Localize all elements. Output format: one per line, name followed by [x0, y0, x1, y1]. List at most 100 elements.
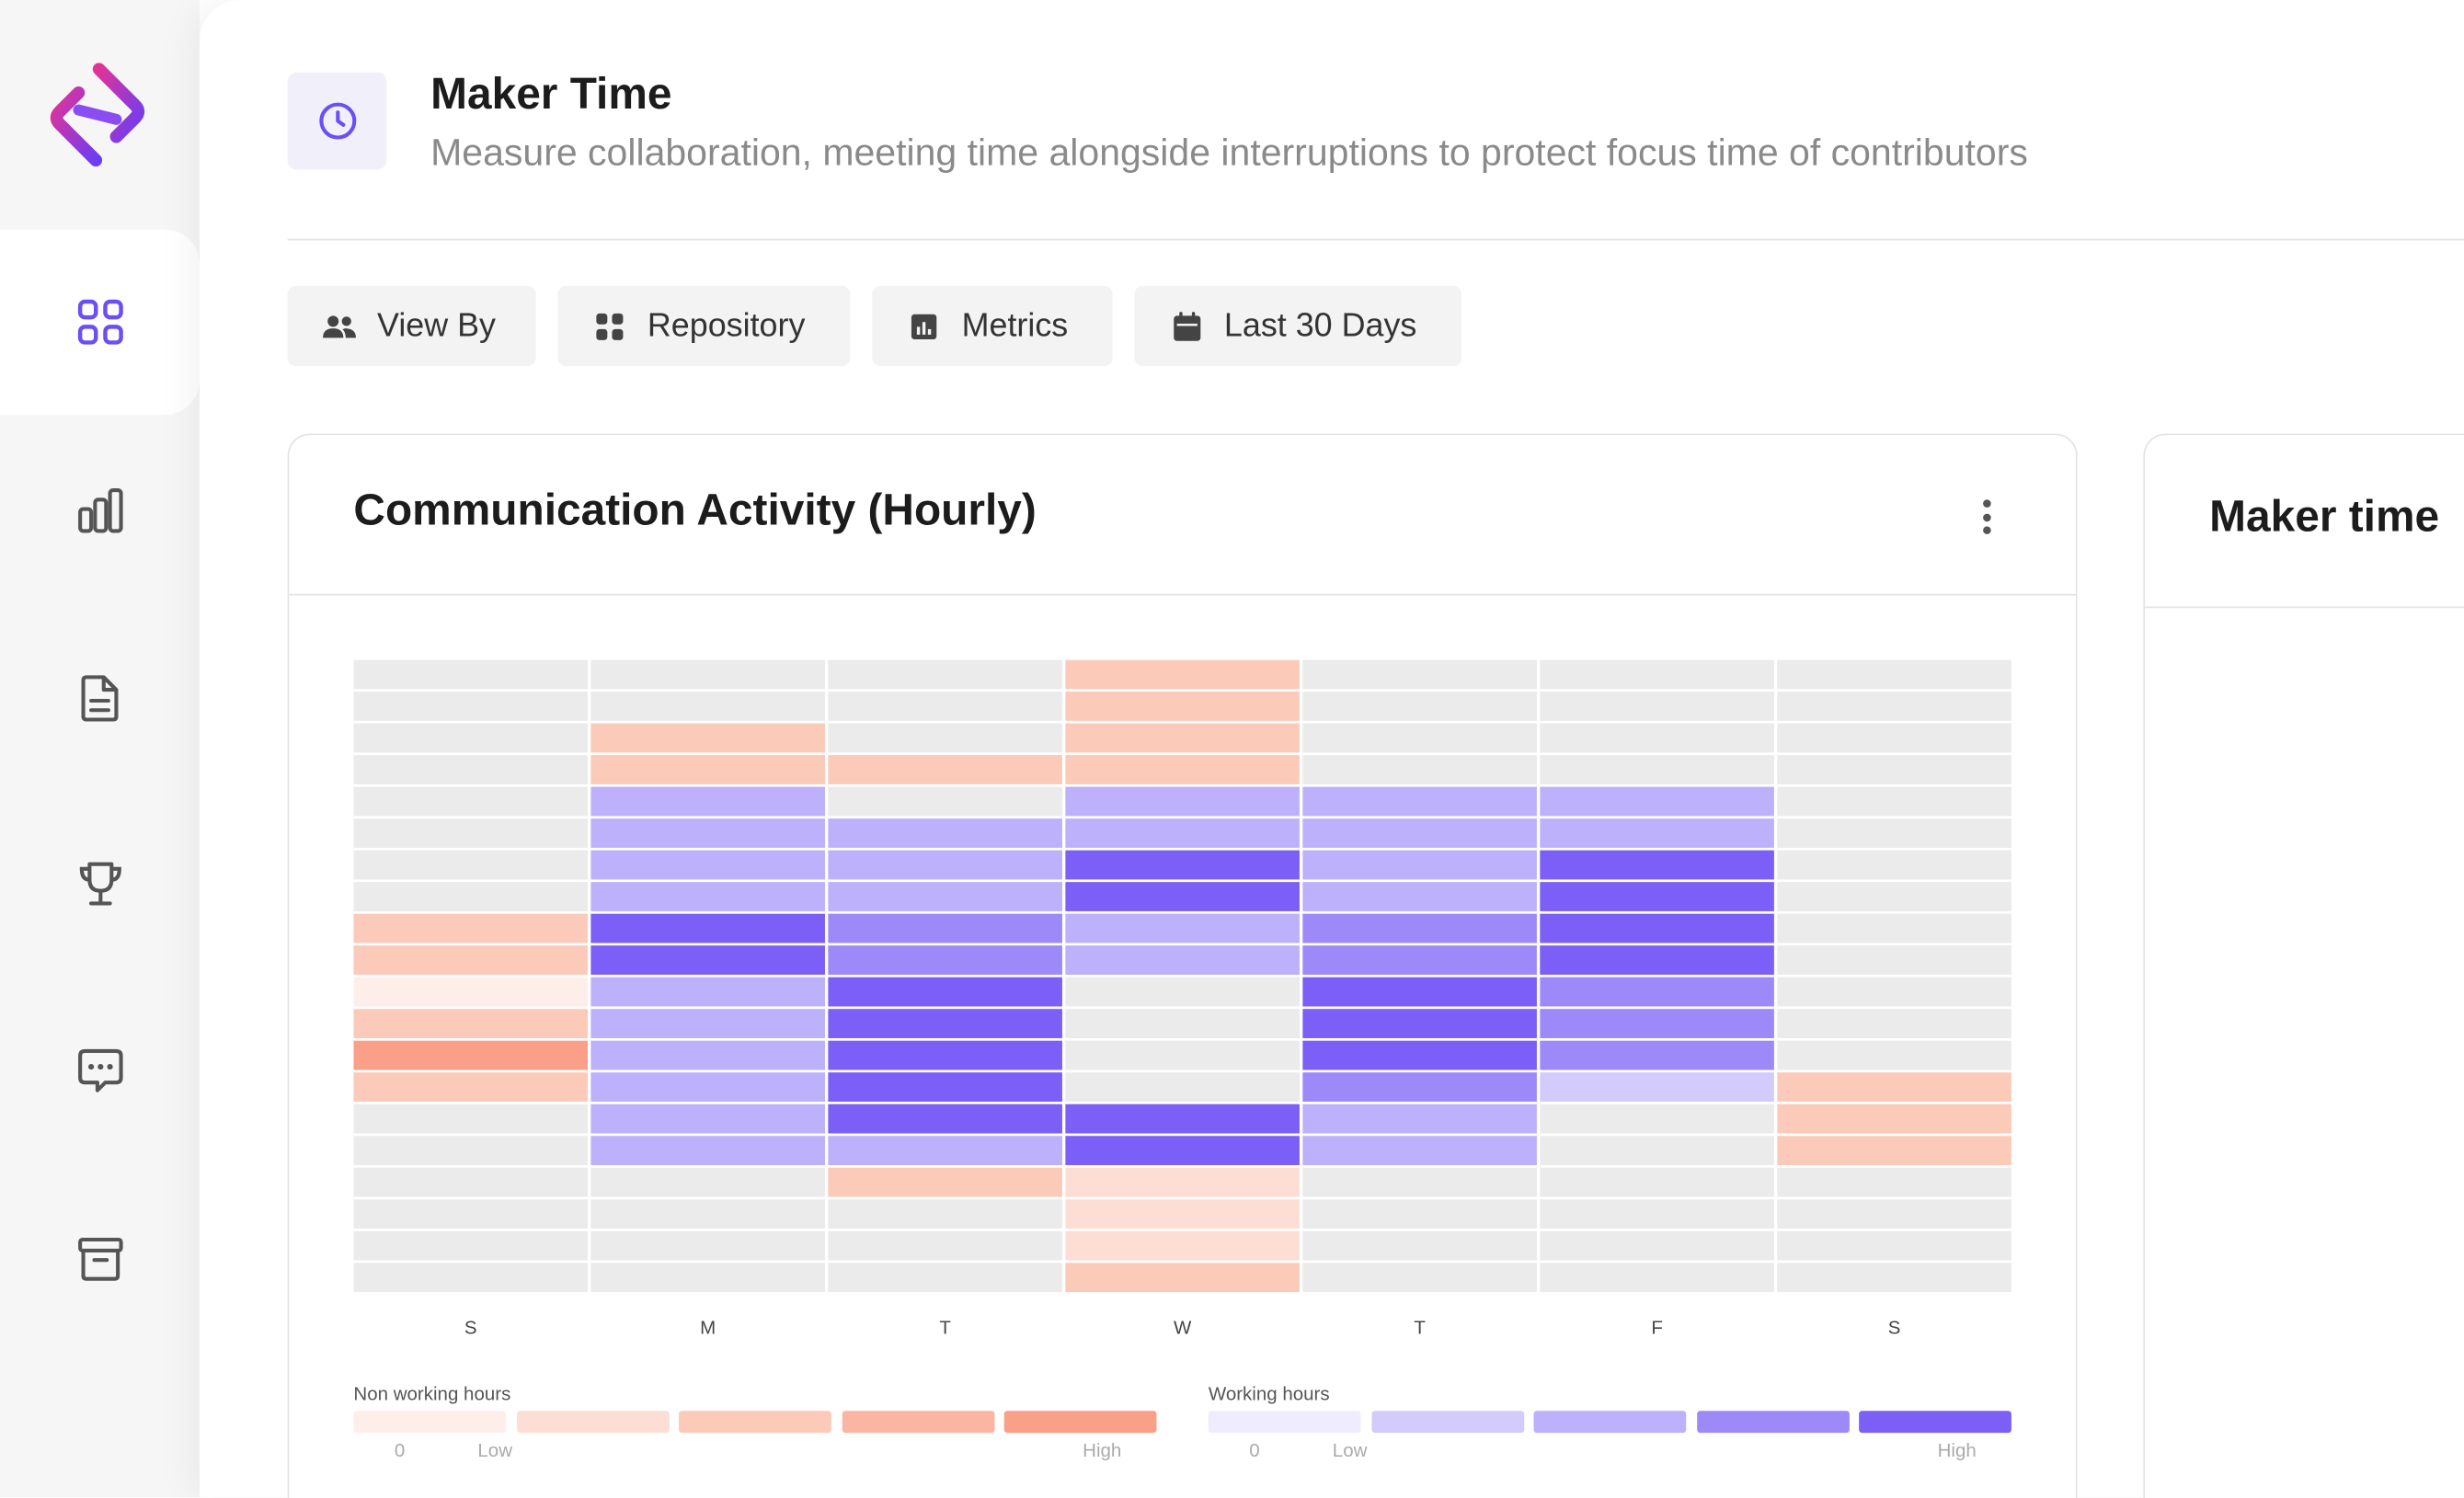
- chat-icon: [77, 1048, 122, 1092]
- repository-filter-button[interactable]: Repository: [557, 285, 851, 367]
- sidebar-item-reports[interactable]: [0, 605, 200, 791]
- sidebar-item-goals[interactable]: [0, 792, 200, 978]
- heatmap-cell: [353, 1230, 588, 1261]
- heatmap-cell: [1302, 882, 1537, 911]
- heatmap-cell: [1540, 1040, 1774, 1070]
- heatmap-cell: [1777, 818, 2011, 848]
- heatmap-cell: [353, 882, 588, 911]
- heatmap-cell: [828, 692, 1062, 721]
- heatmap-cell: [1540, 818, 1774, 848]
- heatmap-cell: [353, 1040, 588, 1070]
- heatmap-cell: [353, 945, 588, 975]
- heatmap-cell: [1065, 1167, 1300, 1197]
- heatmap-cell: [1777, 882, 2011, 911]
- legend-swatch: [1533, 1411, 1687, 1434]
- bar-chart-icon: [77, 488, 122, 533]
- heatmap-cell: [590, 945, 825, 975]
- heatmap-cell: [353, 913, 588, 943]
- heatmap-cell: [1777, 1136, 2011, 1166]
- more-options-icon[interactable]: [1970, 495, 2001, 539]
- heatmap-cell: [828, 1009, 1062, 1038]
- header-divider: [287, 238, 2464, 241]
- heatmap-cell: [1302, 1009, 1537, 1038]
- view-by-label: View By: [377, 307, 497, 344]
- legend-tick: High: [1083, 1438, 1122, 1461]
- card2-title: Maker time: [2209, 491, 2440, 541]
- heatmap-cell: [1065, 945, 1300, 975]
- heatmap-cell: [1540, 1009, 1774, 1038]
- heatmap-cell: [1065, 977, 1300, 1007]
- heatmap-cell: [828, 977, 1062, 1007]
- page-title: Maker Time: [430, 69, 672, 119]
- heatmap-cell: [828, 1072, 1062, 1103]
- heatmap-cell: [1302, 1040, 1537, 1070]
- heatmap-cell: [1065, 1230, 1300, 1261]
- heatmap-cell: [590, 1040, 825, 1070]
- heatmap-cell: [1777, 1230, 2011, 1261]
- heatmap-cell: [1302, 1072, 1537, 1103]
- heatmap-cell: [1777, 659, 2011, 690]
- heatmap-cell: [1302, 1136, 1537, 1166]
- heatmap-cell: [1302, 786, 1537, 817]
- heatmap-cell: [590, 755, 825, 784]
- heatmap-cell: [1777, 1040, 2011, 1070]
- sidebar: [0, 0, 232, 1498]
- heatmap-cell: [1065, 882, 1300, 911]
- heatmap-cell: [828, 1103, 1062, 1134]
- maker-time-card: Maker time: [2143, 433, 2464, 1498]
- heatmap-cell: [353, 755, 588, 784]
- heatmap-cell: [1540, 1072, 1774, 1103]
- app-logo[interactable]: [47, 63, 147, 167]
- heatmap-cell: [1065, 755, 1300, 784]
- heatmap-cell: [1540, 723, 1774, 753]
- metrics-filter-button[interactable]: Metrics: [872, 285, 1113, 367]
- legend-swatch: [516, 1411, 669, 1434]
- view-by-filter-button[interactable]: View By: [287, 285, 536, 367]
- sidebar-item-analytics[interactable]: [0, 417, 200, 603]
- heatmap-cell: [353, 977, 588, 1007]
- heatmap-cell: [1302, 818, 1537, 848]
- heatmap-cell: [590, 1167, 825, 1197]
- card-divider: [289, 593, 2076, 596]
- heatmap-cell: [1302, 755, 1537, 784]
- people-icon: [322, 309, 357, 344]
- heatmap-cell: [828, 1040, 1062, 1070]
- heatmap-cell: [1302, 945, 1537, 975]
- heatmap-cell: [1302, 1230, 1537, 1261]
- card-title: Communication Activity (Hourly): [353, 485, 1037, 534]
- heatmap-cell: [1540, 882, 1774, 911]
- heatmap-cell: [353, 1103, 588, 1134]
- heatmap-cell: [828, 1230, 1062, 1261]
- heatmap-cell: [1302, 977, 1537, 1007]
- date-range-filter-button[interactable]: Last 30 Days: [1134, 285, 1461, 367]
- communication-heatmap: [353, 659, 2011, 1293]
- heatmap-cell: [828, 882, 1062, 911]
- heatmap-cell: [1540, 786, 1774, 817]
- heatmap-cell: [1777, 692, 2011, 721]
- heatmap-cell: [353, 723, 588, 753]
- heatmap-cell: [353, 818, 588, 848]
- heatmap-cell: [1540, 1199, 1774, 1229]
- heatmap-cell: [1777, 1263, 2011, 1293]
- sidebar-item-archive[interactable]: [0, 1166, 200, 1352]
- heatmap-cell: [1777, 850, 2011, 880]
- heatmap-cell: [1540, 850, 1774, 880]
- heatmap-cell: [1777, 755, 2011, 784]
- heatmap-cell: [1302, 692, 1537, 721]
- day-label: T: [939, 1316, 951, 1339]
- heatmap-cell: [1065, 723, 1300, 753]
- header-icon-box: [287, 72, 387, 170]
- heatmap-cell: [1302, 850, 1537, 880]
- heatmap-cell: [590, 1103, 825, 1134]
- heatmap-cell: [1777, 1167, 2011, 1197]
- heatmap-cell: [590, 1136, 825, 1166]
- sidebar-item-dashboard[interactable]: [0, 229, 200, 416]
- repository-label: Repository: [647, 307, 806, 344]
- sidebar-item-messages[interactable]: [0, 978, 200, 1164]
- heatmap-cell: [1777, 945, 2011, 975]
- heatmap-cell: [1065, 786, 1300, 817]
- heatmap-cell: [1065, 1103, 1300, 1134]
- card2-divider: [2145, 606, 2464, 609]
- legend-swatch: [1208, 1411, 1361, 1434]
- heatmap-cell: [590, 977, 825, 1007]
